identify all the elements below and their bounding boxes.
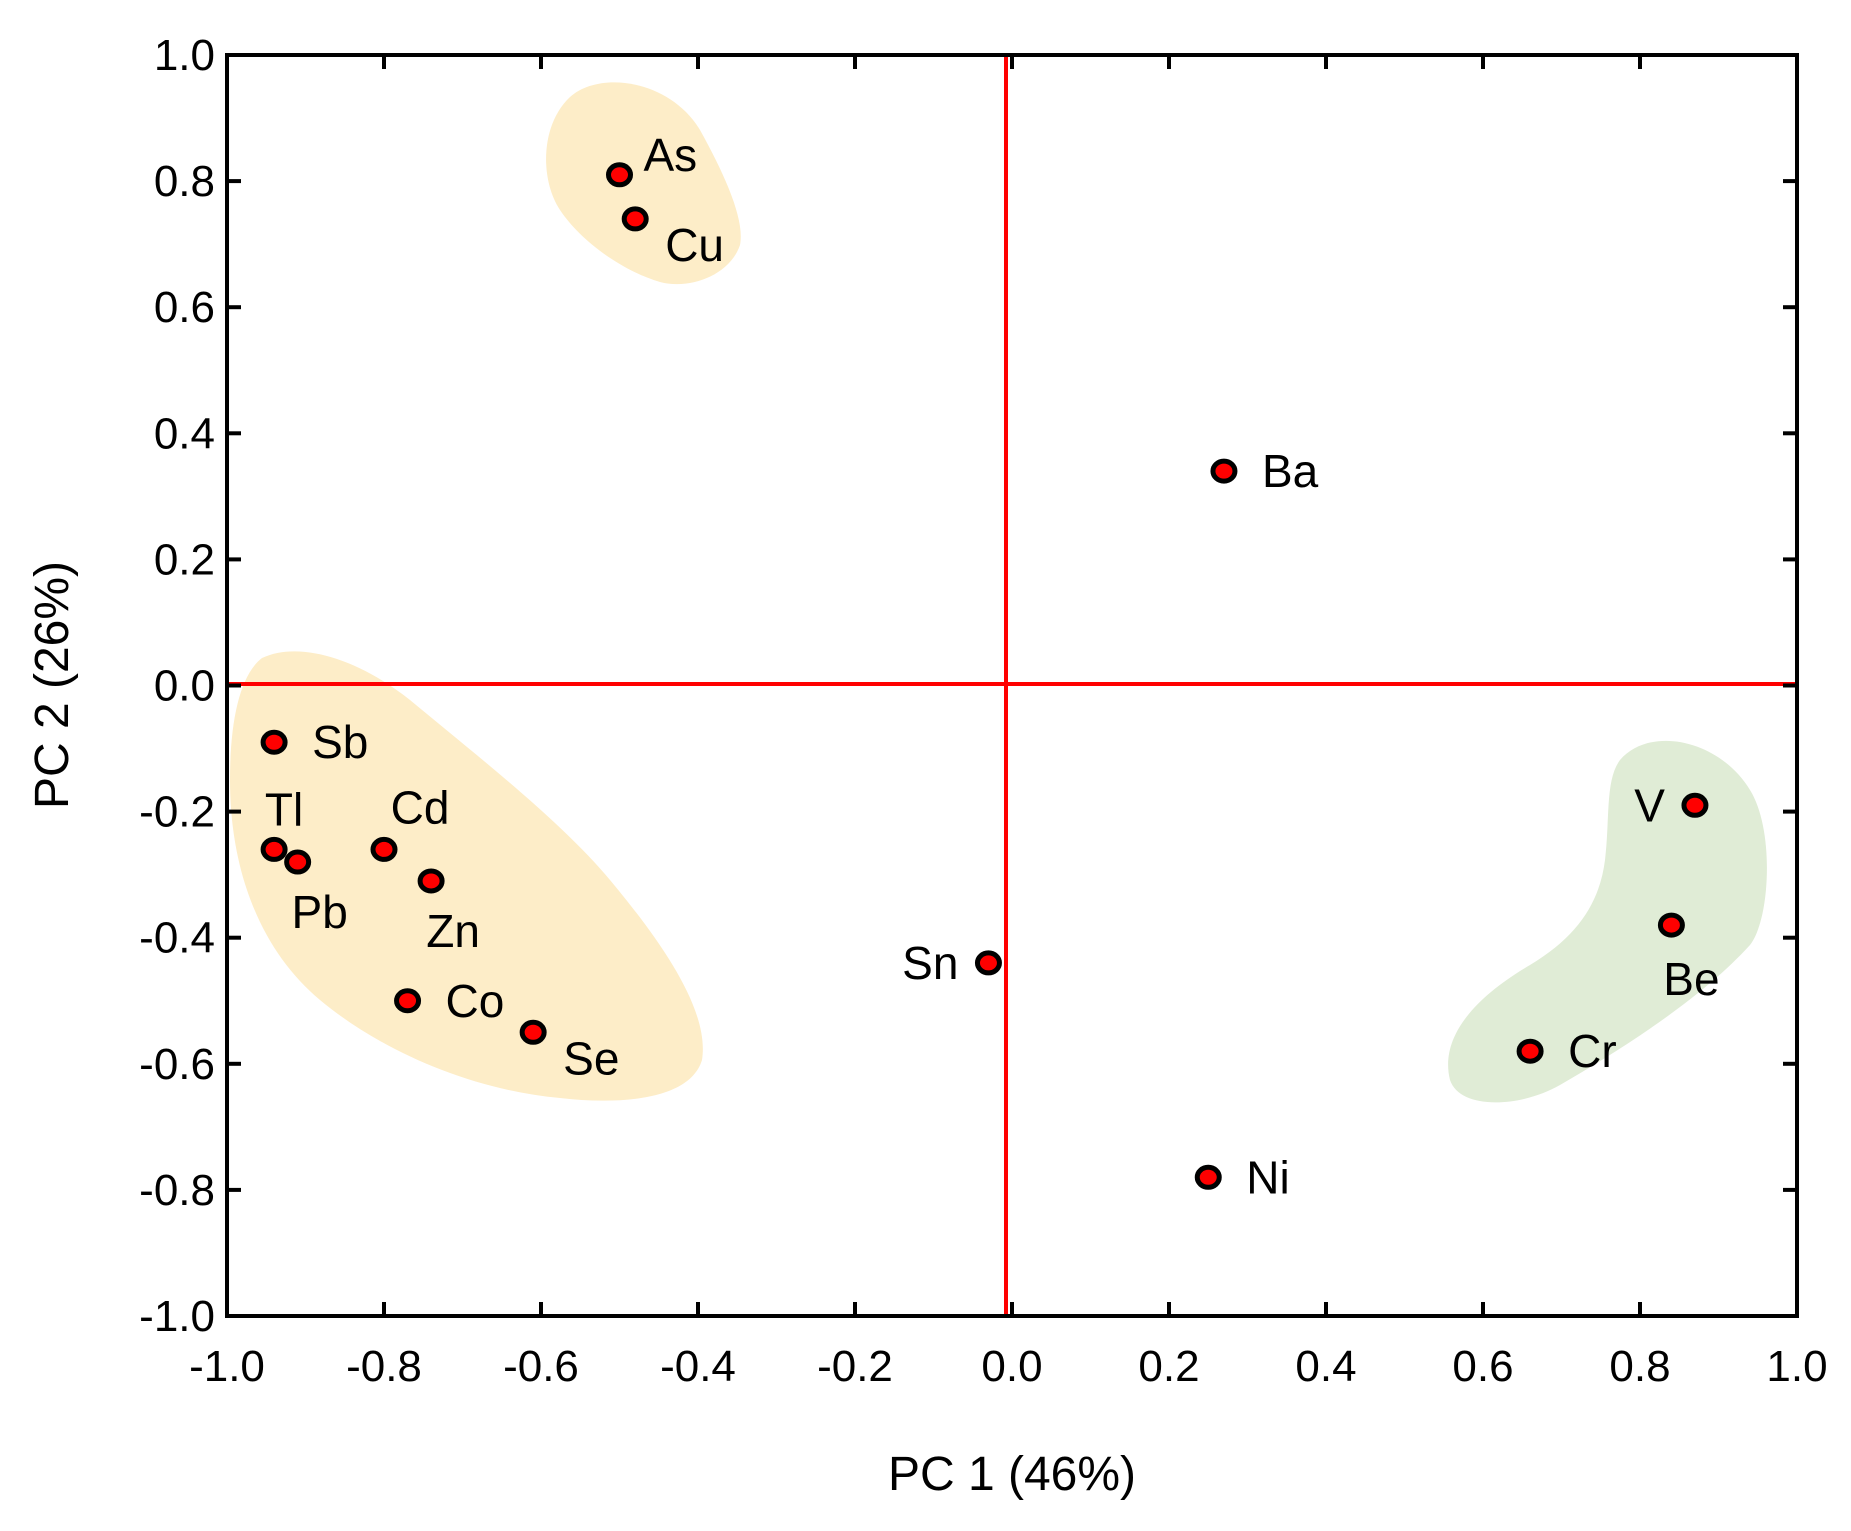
group-region-sb-se	[230, 651, 703, 1101]
point-label-co: Co	[446, 975, 505, 1027]
point-be	[1657, 912, 1685, 938]
x-tick-label: 0.8	[1609, 1342, 1670, 1391]
point-label-as: As	[644, 129, 698, 181]
point-label-cd: Cd	[391, 781, 450, 833]
x-axis-title: PC 1 (46%)	[888, 1448, 1136, 1501]
point-se	[519, 1019, 547, 1045]
x-tick-label: 1.0	[1766, 1342, 1827, 1391]
point-label-be: Be	[1663, 953, 1719, 1005]
x-tick-label: -0.2	[817, 1342, 893, 1391]
x-tick-label: 0.6	[1452, 1342, 1513, 1391]
y-axis-ticks: 1.0 0.8 0.6 0.4 0.2 0.0 -0.2 -0.4 -0.6 -0.8 -1.0	[139, 31, 1797, 1341]
point-label-zn: Zn	[426, 905, 480, 957]
y-tick-label: 0.8	[154, 157, 215, 206]
x-tick-label: -0.4	[660, 1342, 736, 1391]
y-tick-label: 0.2	[154, 535, 215, 584]
x-tick-label: 0.2	[1138, 1342, 1199, 1391]
point-label-v: V	[1634, 779, 1665, 831]
point-pb	[284, 849, 312, 875]
point-cu	[621, 206, 649, 232]
y-tick-label: -0.6	[139, 1040, 215, 1089]
point-label-ba: Ba	[1262, 445, 1319, 497]
point-tl	[260, 836, 288, 862]
point-ni	[1194, 1164, 1222, 1190]
group-region-as-cu	[546, 82, 741, 285]
x-tick-label: -0.6	[503, 1342, 579, 1391]
group-region-v-be-cr	[1448, 740, 1767, 1103]
x-tick-label: 0.0	[981, 1342, 1042, 1391]
point-zn	[417, 868, 445, 894]
y-axis-title: PC 2 (26%)	[26, 561, 79, 809]
point-label-cr: Cr	[1568, 1025, 1617, 1077]
y-tick-label: 0.4	[154, 409, 215, 458]
y-tick-label: -1.0	[139, 1292, 215, 1341]
point-co	[394, 988, 422, 1014]
y-tick-label: 0.0	[154, 662, 215, 711]
y-tick-label: 1.0	[154, 31, 215, 80]
point-v	[1681, 792, 1709, 818]
y-tick-label: 0.6	[154, 283, 215, 332]
x-tick-label: -0.8	[346, 1342, 422, 1391]
point-cr	[1516, 1038, 1544, 1064]
x-axis-ticks: -1.0 -0.8 -0.6 -0.4 -0.2 0.0 0.2 0.4 0.6 0.8 1.0	[189, 55, 1828, 1391]
point-sb	[260, 729, 288, 755]
group-regions	[230, 82, 1767, 1103]
point-ba	[1210, 458, 1238, 484]
y-tick-label: -0.8	[139, 1166, 215, 1215]
point-as	[606, 162, 633, 188]
point-label-ni: Ni	[1246, 1151, 1289, 1203]
point-cd	[370, 836, 398, 862]
point-label-pb: Pb	[292, 886, 348, 938]
x-tick-label: -1.0	[189, 1342, 265, 1391]
point-label-sn: Sn	[902, 937, 958, 989]
y-tick-label: -0.2	[139, 788, 215, 837]
point-label-sb: Sb	[312, 716, 368, 768]
x-tick-label: 0.4	[1295, 1342, 1356, 1391]
point-label-cu: Cu	[665, 219, 724, 271]
point-label-tl: Tl	[265, 783, 303, 835]
point-label-se: Se	[563, 1032, 619, 1084]
y-tick-label: -0.4	[139, 914, 215, 963]
point-sn	[974, 950, 1002, 976]
